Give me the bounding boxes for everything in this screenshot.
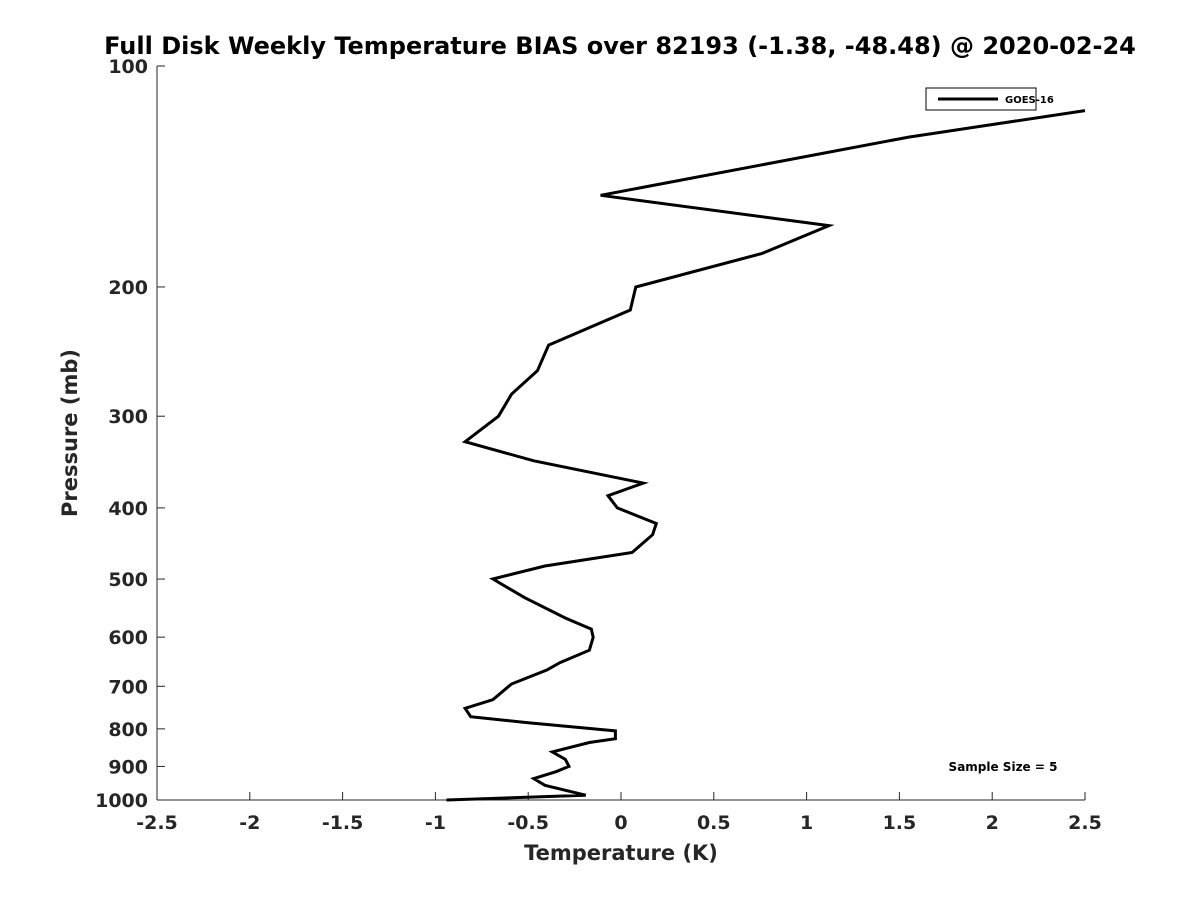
x-tick-label: -2.5 [136, 812, 178, 834]
x-tick-label: -0.5 [507, 812, 549, 834]
legend-label-goes-16: GOES-16 [1005, 95, 1054, 106]
legend: GOES-16 [925, 87, 1054, 111]
y-tick-label: 200 [108, 277, 148, 299]
y-tick-label: 100 [108, 56, 148, 78]
plot-area: -2.5 -2 -1.5 -1 -0.5 0 0.5 1 1.5 2 2.5 100 200 300 40… [95, 56, 1102, 834]
x-tick-label: 0 [614, 812, 627, 834]
y-tick-label: 300 [108, 406, 148, 428]
chart-title: Full Disk Weekly Temperature BIAS over 8… [104, 32, 1136, 60]
y-tick-label: 900 [108, 756, 148, 778]
y-tick-label: 700 [108, 676, 148, 698]
y-tick-label: 800 [108, 719, 148, 741]
x-tick-label: -1 [425, 812, 446, 834]
x-tick-label: 1 [800, 812, 813, 834]
x-tick-label: 2.5 [1068, 812, 1102, 834]
x-tick-label: -1.5 [322, 812, 364, 834]
y-tick-label: 600 [108, 627, 148, 649]
x-tick-label: 2 [986, 812, 999, 834]
y-tick-label: 1000 [95, 790, 148, 812]
y-tick-label: 500 [108, 569, 148, 591]
x-axis-ticks: -2.5 -2 -1.5 -1 -0.5 0 0.5 1 1.5 2 2.5 [136, 792, 1102, 834]
x-axis-label: Temperature (K) [524, 841, 718, 865]
y-tick-label: 400 [108, 498, 148, 520]
x-tick-label: 1.5 [883, 812, 917, 834]
series-line-goes-16 [446, 109, 1086, 802]
y-axis-ticks: 100 200 300 400 500 600 700 800 900 1000 [95, 56, 165, 812]
x-tick-label: 0.5 [697, 812, 731, 834]
y-axis-label: Pressure (mb) [58, 349, 82, 517]
x-tick-label: -2 [239, 812, 260, 834]
sample-size-annotation: Sample Size = 5 [949, 760, 1058, 774]
